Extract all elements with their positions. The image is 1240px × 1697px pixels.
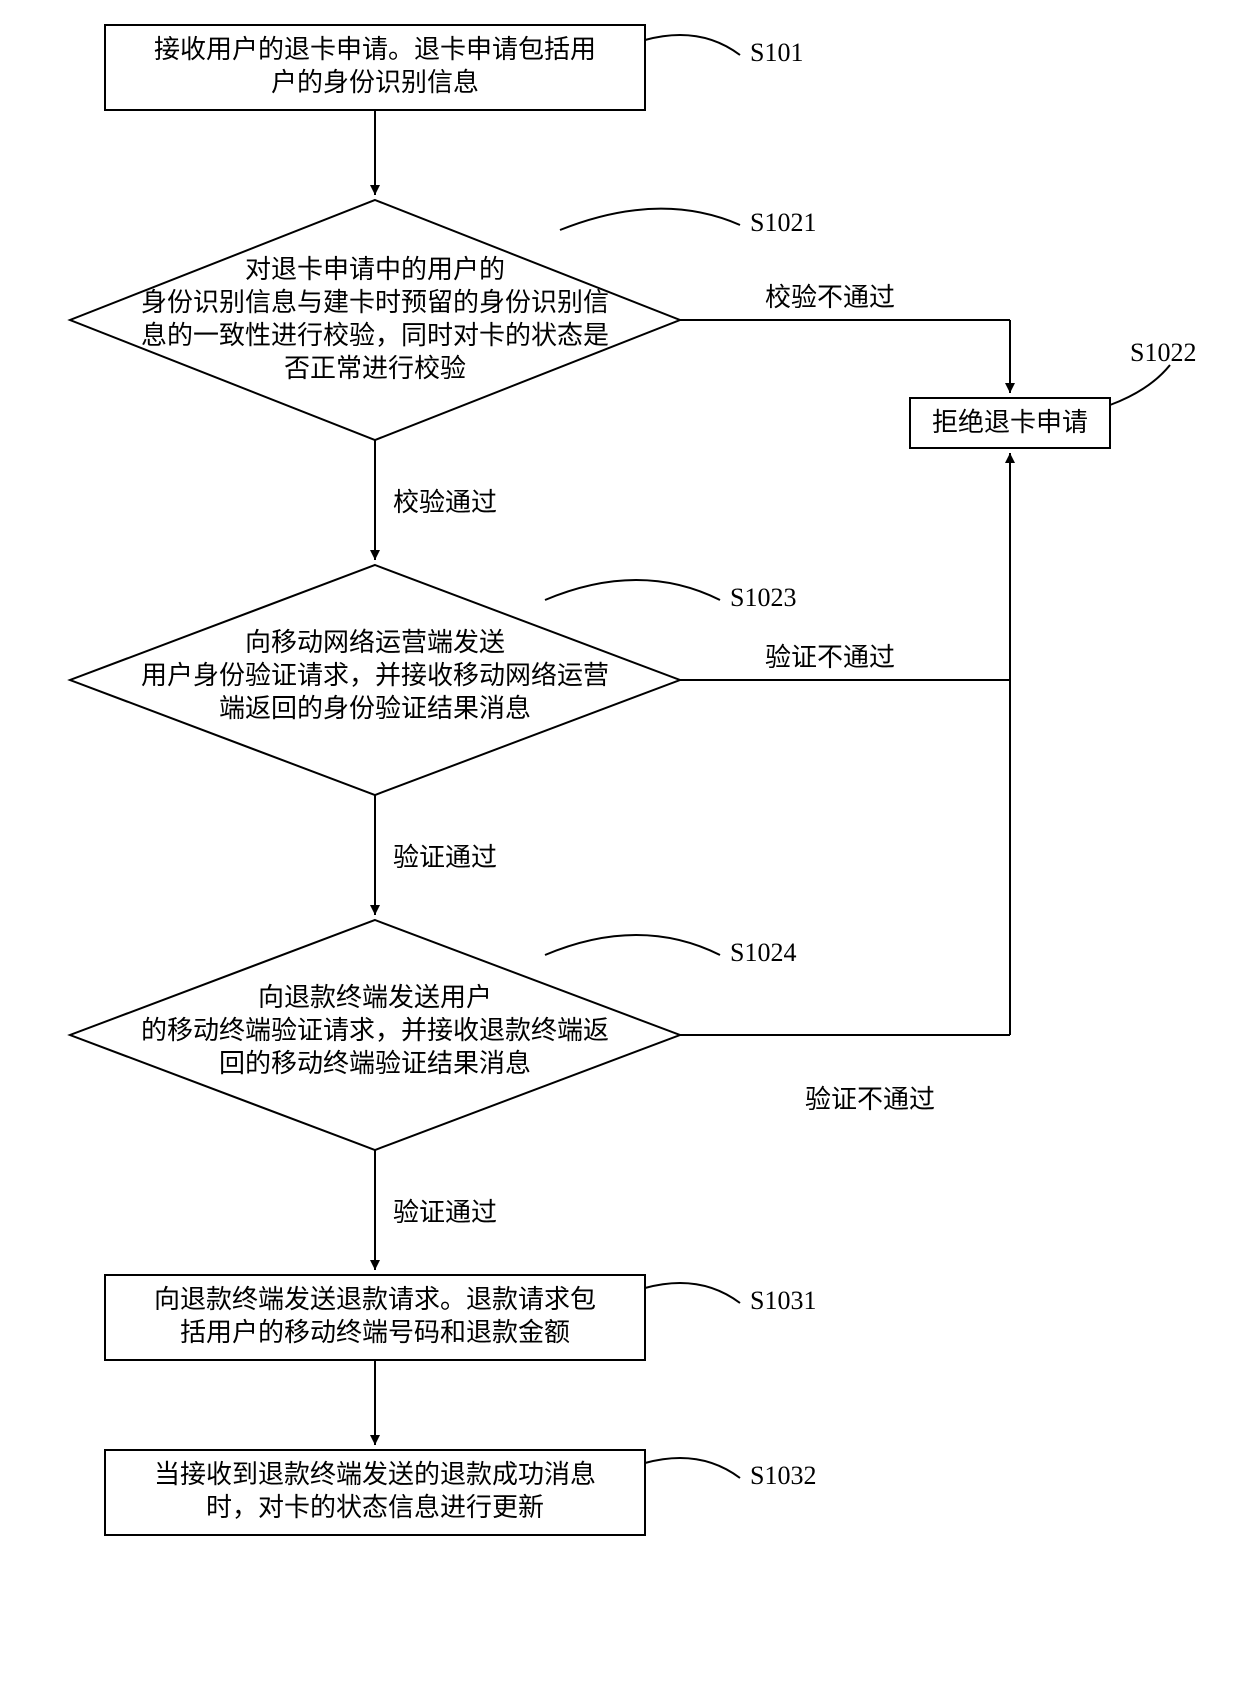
node-s1021: 对退卡申请中的用户的 身份识别信息与建卡时预留的身份识别信 息的一致性进行校验，… — [70, 200, 680, 440]
leader-s1022 — [1110, 365, 1170, 405]
s1024-line1: 向退款终端发送用户 — [258, 983, 492, 1012]
s1024-line3: 回的移动终端验证结果消息 — [219, 1049, 531, 1078]
label-s1024: S1024 — [730, 938, 796, 967]
s1031-line1: 向退款终端发送退款请求。退款请求包 — [154, 1285, 596, 1314]
label-s1032: S1032 — [750, 1461, 816, 1490]
s1021-line4: 否正常进行校验 — [284, 354, 466, 383]
label-s1021: S1021 — [750, 208, 816, 237]
s1023-line1: 向移动网络运营端发送 — [245, 628, 505, 657]
leader-s1024 — [545, 935, 720, 955]
node-s1032: 当接收到退款终端发送的退款成功消息 时，对卡的状态信息进行更新 — [105, 1450, 645, 1535]
s101-line1: 接收用户的退卡申请。退卡申请包括用 — [154, 35, 596, 64]
edge-label-s1024-fail: 验证不通过 — [805, 1085, 935, 1114]
node-s101: 接收用户的退卡申请。退卡申请包括用 户的身份识别信息 — [105, 25, 645, 110]
s1022-line1: 拒绝退卡申请 — [932, 408, 1088, 437]
s1021-line3: 息的一致性进行校验，同时对卡的状态是 — [141, 321, 609, 350]
leader-s1023 — [545, 580, 720, 600]
node-s1023: 向移动网络运营端发送 用户身份验证请求，并接收移动网络运营 端返回的身份验证结果… — [70, 565, 680, 795]
s1032-line2: 时，对卡的状态信息进行更新 — [206, 1493, 544, 1522]
label-s1022: S1022 — [1130, 338, 1196, 367]
s1023-line2: 用户身份验证请求，并接收移动网络运营 — [141, 661, 609, 690]
edge-label-s1024-pass: 验证通过 — [393, 1198, 497, 1227]
edge-label-s1021-fail: 校验不通过 — [765, 283, 895, 312]
s1032-line1: 当接收到退款终端发送的退款成功消息 — [154, 1460, 596, 1489]
edge-label-s1023-pass: 验证通过 — [393, 843, 497, 872]
node-s1031: 向退款终端发送退款请求。退款请求包 括用户的移动终端号码和退款金额 — [105, 1275, 645, 1360]
s1021-line2: 身份识别信息与建卡时预留的身份识别信 — [141, 288, 609, 317]
leader-s1031 — [645, 1283, 740, 1303]
node-s1024: 向退款终端发送用户 的移动终端验证请求，并接收退款终端返 回的移动终端验证结果消… — [70, 920, 680, 1150]
node-s1022: 拒绝退卡申请 — [910, 398, 1110, 448]
leader-s1021 — [560, 209, 740, 230]
edge-label-s1023-fail: 验证不通过 — [765, 643, 895, 672]
leader-s1032 — [645, 1458, 740, 1478]
label-s1031: S1031 — [750, 1286, 816, 1315]
edge-label-s1021-pass: 校验通过 — [393, 488, 497, 517]
s1021-line1: 对退卡申请中的用户的 — [245, 255, 505, 284]
s101-line2: 户的身份识别信息 — [271, 68, 479, 97]
label-s1023: S1023 — [730, 583, 796, 612]
s1031-line2: 括用户的移动终端号码和退款金额 — [180, 1318, 570, 1347]
s1023-line3: 端返回的身份验证结果消息 — [219, 694, 531, 723]
leader-s101 — [645, 35, 740, 55]
label-s101: S101 — [750, 38, 803, 67]
s1024-line2: 的移动终端验证请求，并接收退款终端返 — [141, 1016, 609, 1045]
flowchart-canvas: 接收用户的退卡申请。退卡申请包括用 户的身份识别信息 S101 对退卡申请中的用… — [0, 0, 1240, 1697]
